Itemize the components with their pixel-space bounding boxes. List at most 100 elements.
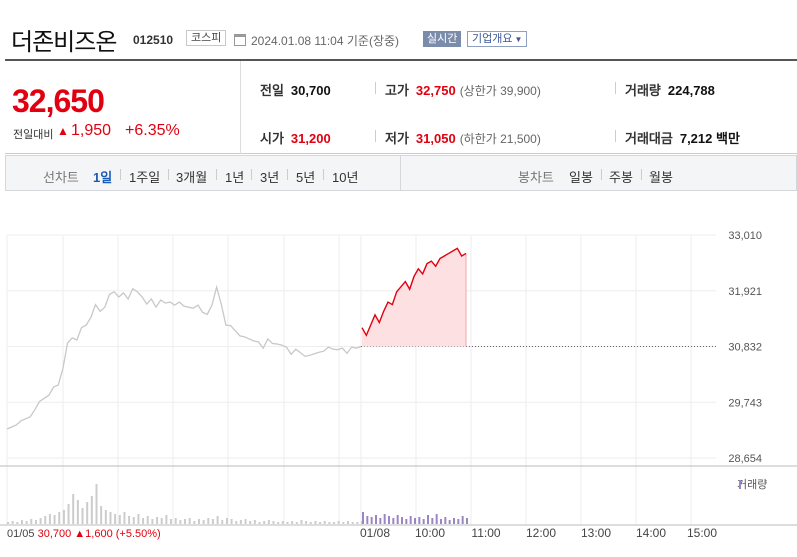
volume-bar-prev <box>281 521 284 524</box>
today-price-line <box>361 247 467 337</box>
tab-3month[interactable]: 3개월 <box>176 170 208 185</box>
volume-bar-prev <box>202 520 205 524</box>
prev-close-value: 30,700 <box>290 83 331 98</box>
tab-group-divider <box>400 156 401 190</box>
volume-bar-today <box>414 518 416 524</box>
x-tick-label: 14:00 <box>636 526 666 540</box>
current-price: 32,650 <box>12 83 105 119</box>
volume-bar-today <box>366 516 369 524</box>
volume-bar-prev <box>95 484 98 524</box>
volume-bar-today <box>448 520 451 524</box>
volume-bar-prev <box>174 518 177 524</box>
intraday-price-chart[interactable]: 33,010 31,921 30,832 29,743 28,654 01/08 10:0… <box>0 200 797 557</box>
volume-bar-prev <box>132 517 135 524</box>
x-tick-label: 01/08 <box>360 526 390 540</box>
volume-bar-prev <box>48 514 51 524</box>
volume-bar-today <box>401 517 403 524</box>
volume-bar-prev <box>109 512 112 524</box>
tab-monthly-candle[interactable]: 월봉 <box>649 170 673 185</box>
volume-bar-prev <box>53 515 56 524</box>
volume-bar-prev <box>230 519 233 524</box>
volume-bar-prev <box>100 506 103 524</box>
divider <box>641 169 642 180</box>
volume-bar-prev <box>197 519 200 524</box>
divider <box>287 169 288 180</box>
volume-bar-prev <box>39 518 42 524</box>
price-summary: 32,650 전일대비 ▲ 1,950 +6.35% 전일 30,700 고가 32… <box>5 59 797 154</box>
divider <box>251 169 252 180</box>
trade-value-label: 거래대금 <box>625 131 673 146</box>
y-tick-label: 30,832 <box>728 342 762 354</box>
volume-bar-prev <box>263 521 266 524</box>
low-price: 저가 31,050 (하한가 21,500) <box>385 128 541 147</box>
volume-label: 거래량 <box>625 83 661 98</box>
company-info-button[interactable]: 기업개요 ▼ <box>467 31 528 47</box>
divider <box>601 169 602 180</box>
volume-bar-prev <box>114 514 117 524</box>
divider <box>168 169 169 180</box>
volume-bar-prev <box>277 522 280 524</box>
volume-bar-prev <box>170 519 173 524</box>
volume-legend: 거래량 <box>737 478 767 491</box>
volume-bar-today <box>444 517 447 524</box>
volume-bar-today <box>453 518 455 524</box>
open-label: 시가 <box>260 131 284 146</box>
volume-bar-today <box>431 518 434 524</box>
trade-value-value: 7,212 백만 <box>679 131 740 146</box>
change-percent: +6.35% <box>125 122 180 139</box>
tab-5year[interactable]: 5년 <box>296 170 316 185</box>
open-value: 31,200 <box>290 131 331 146</box>
volume-bar-prev <box>211 519 214 524</box>
y-axis: 33,010 31,921 30,832 29,743 28,654 <box>728 230 762 465</box>
volume-bar-prev <box>86 502 89 524</box>
volume-bar-prev <box>239 520 242 524</box>
volume-bar-prev <box>323 521 326 524</box>
volume-bar-prev <box>351 522 354 524</box>
volume-bar-prev <box>76 500 79 524</box>
divider <box>615 130 616 142</box>
volume-bar-today <box>435 514 438 524</box>
prev-day-price-line <box>6 284 362 430</box>
today-area-fill <box>362 248 466 347</box>
tab-daily-candle[interactable]: 일봉 <box>569 170 593 185</box>
tab-1year[interactable]: 1년 <box>225 170 245 185</box>
up-arrow-icon: ▲ <box>57 124 69 138</box>
volume-bar-prev <box>118 515 121 524</box>
tab-1day[interactable]: 1일 <box>93 170 113 185</box>
change-label: 전일대비 <box>13 129 54 141</box>
prev-close: 전일 30,700 <box>260 80 331 99</box>
prev-day-date: 01/05 <box>7 528 38 540</box>
volume: 거래량 224,788 <box>625 80 715 99</box>
high-label: 고가 <box>385 83 409 98</box>
x-tick-label: 11:00 <box>471 526 500 540</box>
divider <box>375 82 376 94</box>
volume-bar-prev <box>25 521 28 524</box>
volume-bar-prev <box>188 518 191 524</box>
upper-limit: (상한가 39,900) <box>459 84 541 98</box>
prev-close-label: 전일 <box>260 83 284 98</box>
x-tick-label: 15:00 <box>687 526 717 540</box>
tab-10year[interactable]: 10년 <box>332 170 359 185</box>
volume-bar-prev <box>286 522 289 524</box>
divider <box>120 169 121 180</box>
tab-1week[interactable]: 1주일 <box>129 170 161 185</box>
volume-bar-prev <box>295 522 298 524</box>
line-chart-label: 선차트 <box>43 170 79 185</box>
volume-bar-prev <box>104 510 107 524</box>
volume-bar-prev <box>258 522 261 524</box>
volume-bar-prev <box>328 522 331 524</box>
volume-bar-today <box>422 519 425 524</box>
tab-3year[interactable]: 3년 <box>260 170 280 185</box>
volume-bar-prev <box>221 520 224 524</box>
volume-bar-prev <box>62 510 65 524</box>
volume-bar-prev <box>314 521 317 524</box>
calendar-icon <box>234 34 246 46</box>
volume-bar-today <box>392 518 395 524</box>
divider <box>615 82 616 94</box>
volume-bar-prev <box>72 494 75 524</box>
volume-bar-prev <box>165 515 168 524</box>
volume-bar-today <box>440 519 442 524</box>
volume-bar-prev <box>146 516 149 524</box>
tab-weekly-candle[interactable]: 주봉 <box>609 170 633 185</box>
volume-bar-prev <box>179 520 182 524</box>
